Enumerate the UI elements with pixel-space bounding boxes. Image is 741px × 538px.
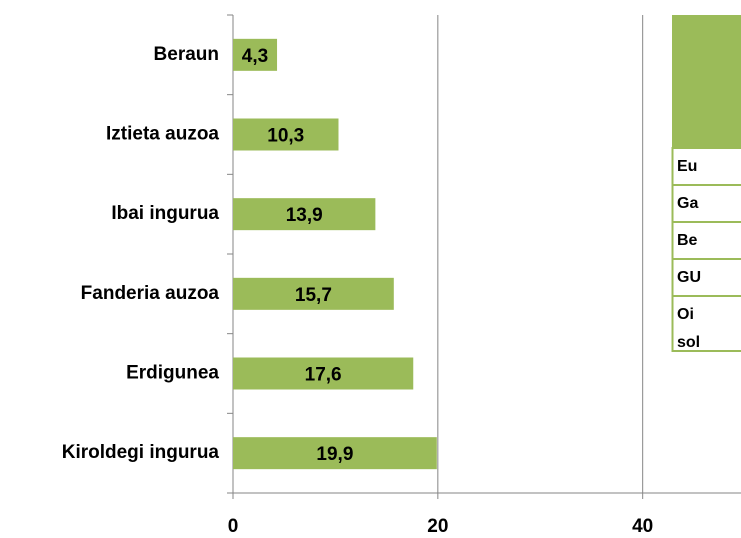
- y-tick-label: Iztieta auzoa: [106, 124, 219, 145]
- bar: [233, 357, 414, 390]
- value-label: 4,3: [242, 46, 268, 67]
- bar: [233, 118, 339, 151]
- value-label: 10,3: [267, 126, 304, 147]
- x-tick-label: 0: [228, 516, 239, 537]
- y-tick-label: Fanderia auzoa: [81, 283, 220, 304]
- table-cell: Ga: [677, 195, 698, 212]
- bar: [233, 38, 278, 71]
- table-cell: Eu: [677, 158, 697, 175]
- x-tick-label: 40: [632, 516, 653, 537]
- value-label: 15,7: [295, 285, 332, 306]
- value-label: 13,9: [286, 205, 323, 226]
- value-label: 17,6: [305, 365, 342, 386]
- table-cell: GU: [677, 269, 701, 286]
- y-tick-label: Beraun: [154, 44, 219, 65]
- x-tick-label: 20: [427, 516, 448, 537]
- value-label: 19,9: [316, 444, 353, 465]
- table-header: [672, 15, 741, 148]
- bar: [233, 437, 437, 470]
- y-tick-label: Erdigunea: [126, 363, 219, 384]
- table-cell: Oi: [677, 306, 694, 323]
- bar: [233, 198, 376, 231]
- y-tick-label: Ibai ingurua: [111, 203, 219, 224]
- table-cell: Be: [677, 232, 698, 249]
- table-cell: sol: [677, 334, 700, 351]
- bar: [233, 277, 394, 310]
- table: Eu Ga Be GU Oi sol: [671, 15, 741, 352]
- table-row: [671, 295, 741, 352]
- y-tick-label: Kiroldegi ingurua: [62, 442, 220, 463]
